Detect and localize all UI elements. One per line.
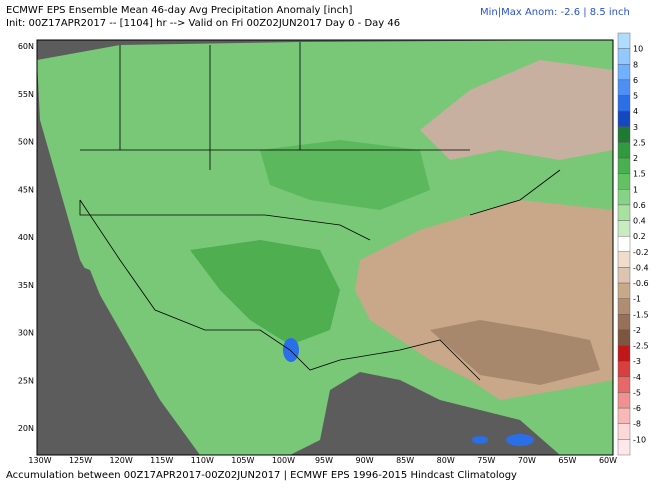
colorbar-box <box>617 126 631 143</box>
colorbar-box <box>617 235 631 253</box>
lon-label: 100W <box>272 456 295 465</box>
colorbar-box <box>617 110 631 127</box>
colorbar-label: 0.6 <box>633 201 646 210</box>
lon-label: 60W <box>599 456 617 465</box>
colorbar-box <box>617 173 631 190</box>
wet-region <box>190 240 340 345</box>
colorbar-label: 10 <box>633 45 643 54</box>
colorbar-label: 6 <box>633 76 638 85</box>
heavy-precip <box>283 338 299 362</box>
colorbar-label: 5 <box>633 92 638 101</box>
subtitle: Init: 00Z17APR2017 -- [1104] hr --> Vali… <box>6 18 401 29</box>
lon-label: 115W <box>150 456 173 465</box>
colorbar-box <box>617 329 631 346</box>
lat-label: 35N <box>18 281 34 290</box>
lat-label: 55N <box>18 90 34 99</box>
colorbar-box <box>617 204 631 221</box>
lon-label: 75W <box>477 456 495 465</box>
colorbar-box <box>617 439 631 456</box>
colorbar-label: 0.2 <box>633 232 646 241</box>
colorbar-box <box>617 79 631 96</box>
colorbar-label: -0.6 <box>633 279 649 288</box>
colorbar-box <box>617 189 631 206</box>
lat-label: 60N <box>18 42 34 51</box>
colorbar-label: -10 <box>633 435 646 444</box>
colorbar-box <box>617 95 631 112</box>
colorbar-box <box>617 423 631 440</box>
dry-core <box>430 320 600 385</box>
colorbar-label: -0.4 <box>633 263 649 272</box>
colorbar-label: -1.5 <box>633 310 649 319</box>
lon-label: 130W <box>28 456 51 465</box>
footer: Accumulation between 00Z17APR2017-00Z02J… <box>6 470 517 481</box>
colorbar-label: -8 <box>633 420 641 429</box>
colorbar-label: -6 <box>633 404 641 413</box>
lat-label: 40N <box>18 233 34 242</box>
lon-label: 65W <box>558 456 576 465</box>
heavy-precip <box>472 436 488 444</box>
colorbar-label: -4 <box>633 373 641 382</box>
title: ECMWF EPS Ensemble Mean 46-day Avg Preci… <box>6 5 353 16</box>
boundaries <box>79 42 561 381</box>
colorbar-label: -0.2 <box>633 248 649 257</box>
colorbar-label: -2.5 <box>633 342 649 351</box>
lat-label: 30N <box>18 329 34 338</box>
lon-label: 120W <box>110 456 133 465</box>
lat-label: 20N <box>18 424 34 433</box>
anomaly-range: Min|Max Anom: -2.6 | 8.5 inch <box>480 7 630 18</box>
colorbar-label: 1 <box>633 185 638 194</box>
lon-label: 80W <box>437 456 455 465</box>
colorbar-label: 8 <box>633 60 638 69</box>
heavy-precip <box>506 434 534 446</box>
colorbar-box <box>617 157 631 174</box>
colorbar-label: 4 <box>633 107 638 116</box>
map-frame <box>36 39 614 456</box>
colorbar-box <box>617 32 631 49</box>
colorbar-label: 3 <box>633 123 638 132</box>
lon-label: 90W <box>356 456 374 465</box>
colorbar-label: -5 <box>633 388 641 397</box>
lon-label: 110W <box>191 456 214 465</box>
lon-label: 85W <box>396 456 414 465</box>
colorbar-box <box>617 282 631 299</box>
lat-label: 45N <box>18 185 34 194</box>
lon-label: 95W <box>315 456 333 465</box>
colorbar-box <box>617 314 631 331</box>
lon-label: 105W <box>231 456 254 465</box>
colorbar-box <box>617 64 631 81</box>
colorbar-label: 1.5 <box>633 170 646 179</box>
colorbar-box <box>617 376 631 393</box>
lon-label: 125W <box>69 456 92 465</box>
colorbar-box <box>617 267 631 284</box>
colorbar-label: -1 <box>633 295 641 304</box>
ocean-west <box>37 250 130 420</box>
colorbar-label: 2 <box>633 154 638 163</box>
colorbar-box <box>617 361 631 378</box>
lon-label: 70W <box>518 456 536 465</box>
colorbar-box <box>617 251 631 268</box>
wet-north <box>260 140 430 210</box>
colorbar-box <box>617 220 631 237</box>
colorbar-box <box>617 142 631 159</box>
colorbar-box <box>617 48 631 65</box>
colorbar-label: 2.5 <box>633 138 646 147</box>
colorbar-label: -2 <box>633 326 641 335</box>
colorbar-box <box>617 392 631 409</box>
colorbar-box <box>617 407 631 424</box>
colorbar-box <box>617 345 631 362</box>
colorbar-label: -3 <box>633 357 641 366</box>
dry-north <box>420 60 613 160</box>
colorbar-box <box>617 298 631 315</box>
lat-label: 25N <box>18 376 34 385</box>
lat-label: 50N <box>18 138 34 147</box>
colorbar-label: 0.4 <box>633 217 646 226</box>
